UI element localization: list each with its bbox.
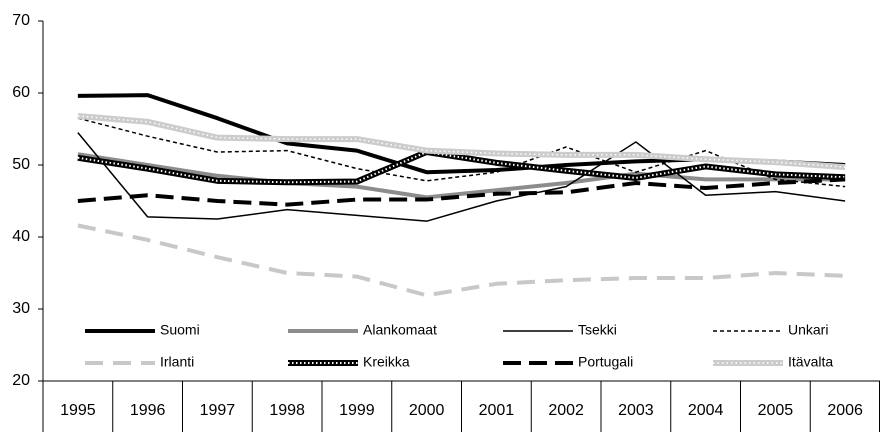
series-line — [77, 132, 846, 222]
legend-label: Unkari — [788, 322, 828, 338]
y-tick-label: 70 — [12, 12, 30, 29]
x-tick-label: 1995 — [60, 402, 96, 419]
x-tick-label: 1997 — [200, 402, 236, 419]
x-tick-label: 2002 — [548, 402, 584, 419]
x-tick-label: 2004 — [688, 402, 724, 419]
legend-label: Suomi — [160, 322, 200, 338]
x-tick-label: 2000 — [409, 402, 445, 419]
x-tick-label: 2005 — [758, 402, 794, 419]
series-line — [77, 177, 846, 207]
y-tick-label: 20 — [12, 372, 30, 389]
x-tick-label: 2003 — [618, 402, 654, 419]
x-tick-label: 1996 — [130, 402, 166, 419]
series-line — [77, 223, 846, 298]
series-line — [77, 149, 846, 186]
x-tick-label: 2006 — [827, 402, 863, 419]
series-line — [77, 113, 846, 171]
series-line — [77, 152, 846, 200]
legend-label: Irlanti — [160, 354, 194, 370]
legend-label: Itävalta — [788, 354, 833, 370]
series-line — [77, 117, 846, 188]
x-tick-label: 1999 — [339, 402, 375, 419]
y-tick-label: 50 — [12, 156, 30, 173]
y-tick-label: 60 — [12, 84, 30, 101]
x-tick-label: 2001 — [479, 402, 515, 419]
legend-label: Tsekki — [578, 322, 617, 338]
legend-label: Portugali — [578, 354, 633, 370]
legend-label: Kreikka — [363, 354, 410, 370]
x-tick-label: 1998 — [269, 402, 305, 419]
y-tick-label: 40 — [12, 228, 30, 245]
legend-label: Alankomaat — [363, 322, 437, 338]
y-tick-label: 30 — [12, 300, 30, 317]
